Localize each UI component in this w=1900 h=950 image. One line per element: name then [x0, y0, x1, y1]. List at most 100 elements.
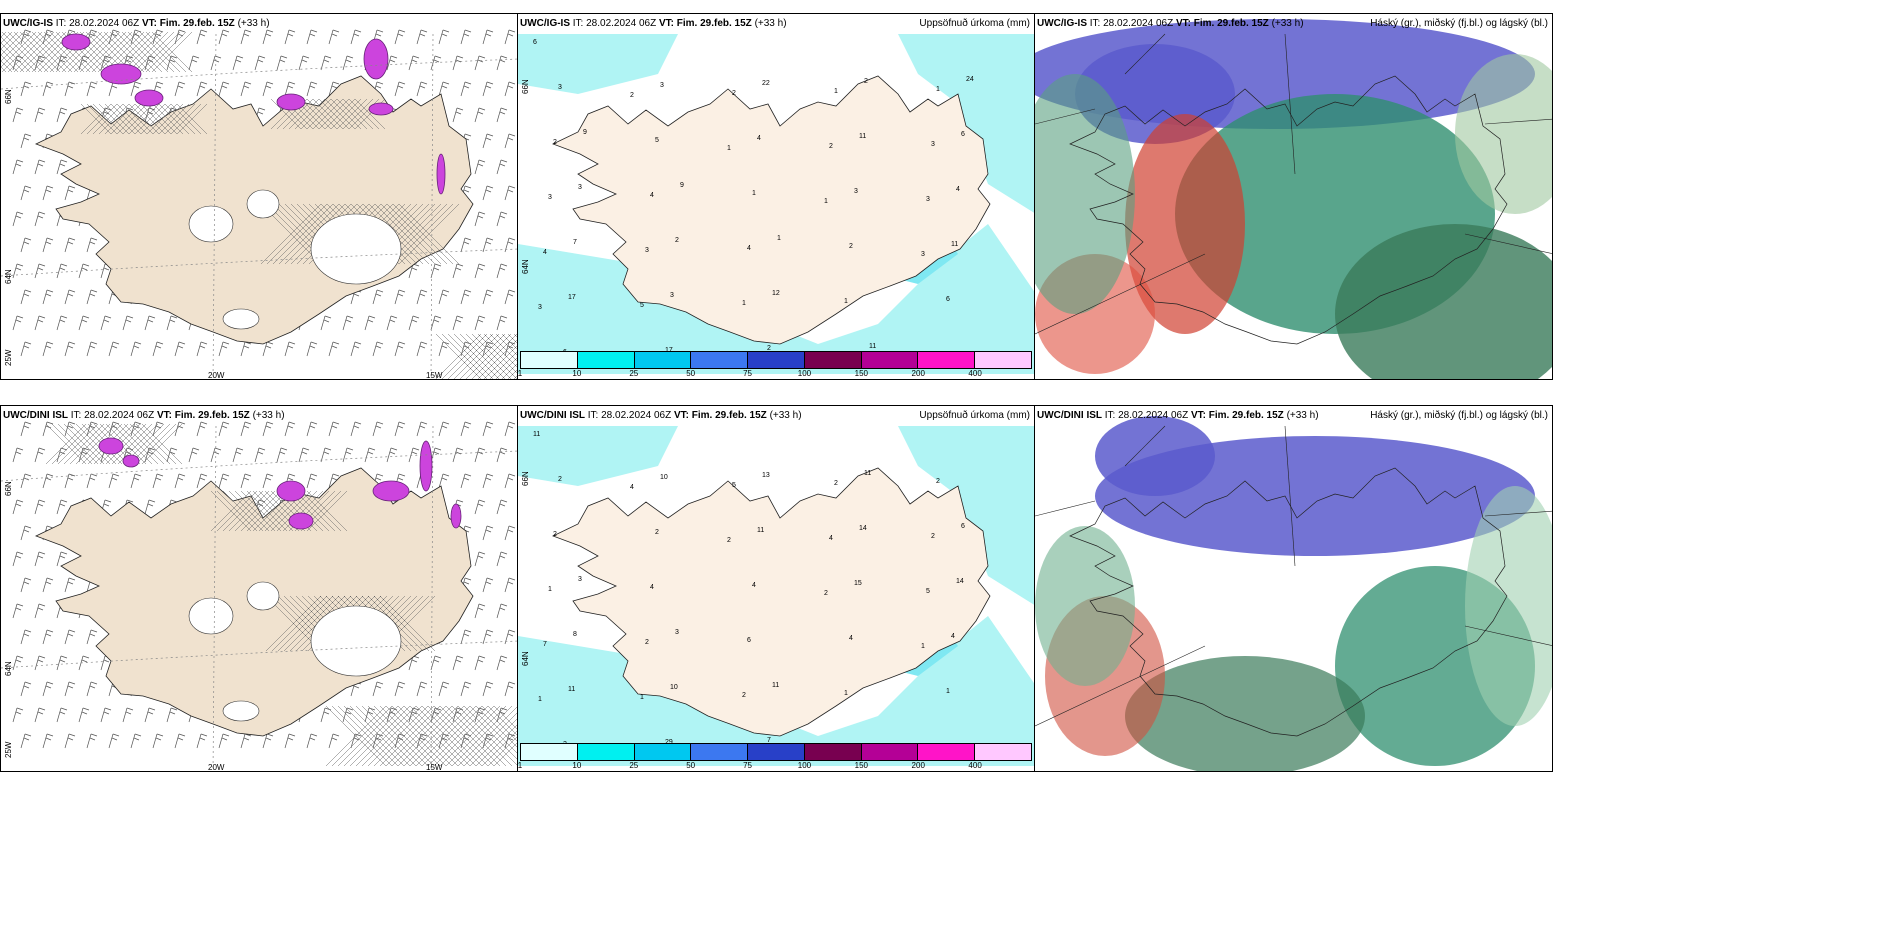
lat-label-66: 66N [521, 79, 530, 94]
precip-label: 1 [548, 586, 552, 593]
precip-legend [520, 351, 1032, 369]
legend-tick: 25 [629, 369, 639, 378]
legend-tick: 400 [968, 761, 982, 770]
precip-label: 1 [921, 643, 925, 650]
legend-swatch [918, 744, 976, 760]
panel-subtitle: Uppsöfnuð úrkoma (mm) [919, 18, 1030, 29]
precip-label: 2 [727, 537, 731, 544]
hatch-area [1, 31, 517, 379]
precip-label: 5 [732, 482, 736, 489]
legend-tick: 400 [968, 369, 982, 378]
legend-swatch [748, 744, 805, 760]
lat-label-64: 64N [521, 651, 530, 666]
legend-tick: 75 [743, 761, 752, 770]
legend-swatch [804, 352, 862, 368]
panel-header: UWC/DINI ISL IT: 28.02.2024 06Z VT: Fim.… [3, 410, 285, 421]
legend-tick: 200 [911, 369, 925, 378]
precip-label: 11 [757, 527, 764, 534]
legend-swatch [634, 352, 692, 368]
iceland-land [1069, 75, 1508, 345]
region-lines [1035, 33, 1552, 335]
precip-label: 3 [660, 82, 664, 89]
precip-label: 9 [583, 129, 587, 136]
precip-label: 5 [926, 588, 930, 595]
precip-label: 3 [921, 251, 925, 258]
precip-label: 2 [834, 480, 838, 487]
map-canvas: 6211335223452133313124412351266343111717… [518, 14, 1034, 379]
precip-label: 6 [961, 131, 965, 138]
legend-swatch [861, 744, 919, 760]
precip-label: 6 [961, 523, 965, 530]
precip-label: 1 [742, 300, 746, 307]
legend-tick: 50 [686, 369, 696, 378]
precip-label: 2 [553, 531, 557, 538]
lat-label-64: 64N [4, 661, 13, 676]
precip-label: 2 [558, 476, 562, 483]
precip-label: 8 [573, 631, 577, 638]
precip-label: 14 [956, 578, 964, 585]
precip-label: 24 [966, 76, 974, 83]
precip-legend [520, 743, 1032, 761]
snow-areas [61, 33, 446, 195]
legend-swatch [861, 352, 919, 368]
legend-tick: 100 [797, 369, 812, 378]
precip-label: 7 [543, 641, 547, 648]
precip-field [518, 426, 1034, 766]
precip-label: 13 [762, 472, 770, 479]
lat-label-64: 64N [521, 259, 530, 274]
precip-label: 6 [946, 296, 950, 303]
precip-label: 29 [665, 739, 673, 746]
precip-label: 6 [747, 637, 751, 644]
panel-header: UWC/DINI ISL IT: 28.02.2024 06Z VT: Fim.… [520, 410, 802, 421]
precip-label: 1 [834, 88, 838, 95]
legend-tick: 75 [743, 369, 752, 378]
panel-top-mid-precip-map: 6211335223452133313124412351266343111717… [517, 13, 1035, 380]
precip-label: 2 [824, 590, 828, 597]
precip-label: 17 [665, 347, 673, 354]
precip-label: 3 [645, 247, 649, 254]
panel-top-left-wind-map: UWC/IG-IS IT: 28.02.2024 06Z VT: Fim. 29… [0, 13, 518, 380]
precip-label: 1 [936, 86, 940, 93]
hatch-area [45, 423, 517, 767]
precip-label: 1 [640, 694, 644, 701]
precip-label: 3 [926, 196, 930, 203]
precip-label: 2 [645, 639, 649, 646]
lon-label-15w: 15W [426, 371, 443, 380]
legend-tick: 150 [854, 369, 869, 378]
precip-legend-ticks: 1 10 25 50 75 100 150 200 400 [518, 761, 1032, 771]
lat-label-66: 66N [4, 89, 13, 104]
precip-label: 4 [951, 633, 955, 640]
precip-label: 3 [578, 184, 582, 191]
legend-tick: 200 [911, 761, 925, 770]
legend-tick: 10 [572, 761, 582, 770]
precip-legend-ticks: 1 10 25 50 75 100 150 200 400 [517, 369, 1032, 379]
legend-swatch [521, 352, 578, 368]
precip-label: 4 [650, 584, 654, 591]
precip-label: 1 [946, 688, 950, 695]
legend-swatch [975, 352, 1032, 368]
precip-label: 11 [568, 686, 575, 693]
legend-tick: 100 [797, 761, 812, 770]
lat-label-66: 66N [521, 471, 530, 486]
lon-label-15w: 15W [426, 763, 443, 772]
precip-label: 1 [538, 696, 542, 703]
legend-tick: 1 [517, 369, 523, 378]
precip-label: 3 [578, 576, 582, 583]
region-lines [1035, 425, 1552, 727]
precip-label: 22 [762, 80, 770, 87]
panel-bottom-left-wind-map: UWC/DINI ISL IT: 28.02.2024 06Z VT: Fim.… [0, 405, 518, 772]
precip-label: 2 [931, 533, 935, 540]
precip-label: 17 [568, 294, 576, 301]
precip-label: 2 [936, 478, 940, 485]
precip-value-labels: 6211335223452133313124412351266343111717… [533, 39, 974, 364]
legend-tick: 10 [572, 369, 582, 378]
panel-subtitle: Háský (gr.), miðský (fj.bl.) og lágský (… [1370, 18, 1548, 29]
cloud-cover-field [1035, 19, 1552, 379]
precip-label: 9 [680, 182, 684, 189]
legend-swatch [577, 352, 635, 368]
precip-label: 4 [829, 535, 833, 542]
precip-label: 2 [849, 243, 853, 250]
precip-label: 3 [675, 629, 679, 636]
precip-label: 2 [732, 90, 736, 97]
precip-label: 2 [829, 143, 833, 150]
